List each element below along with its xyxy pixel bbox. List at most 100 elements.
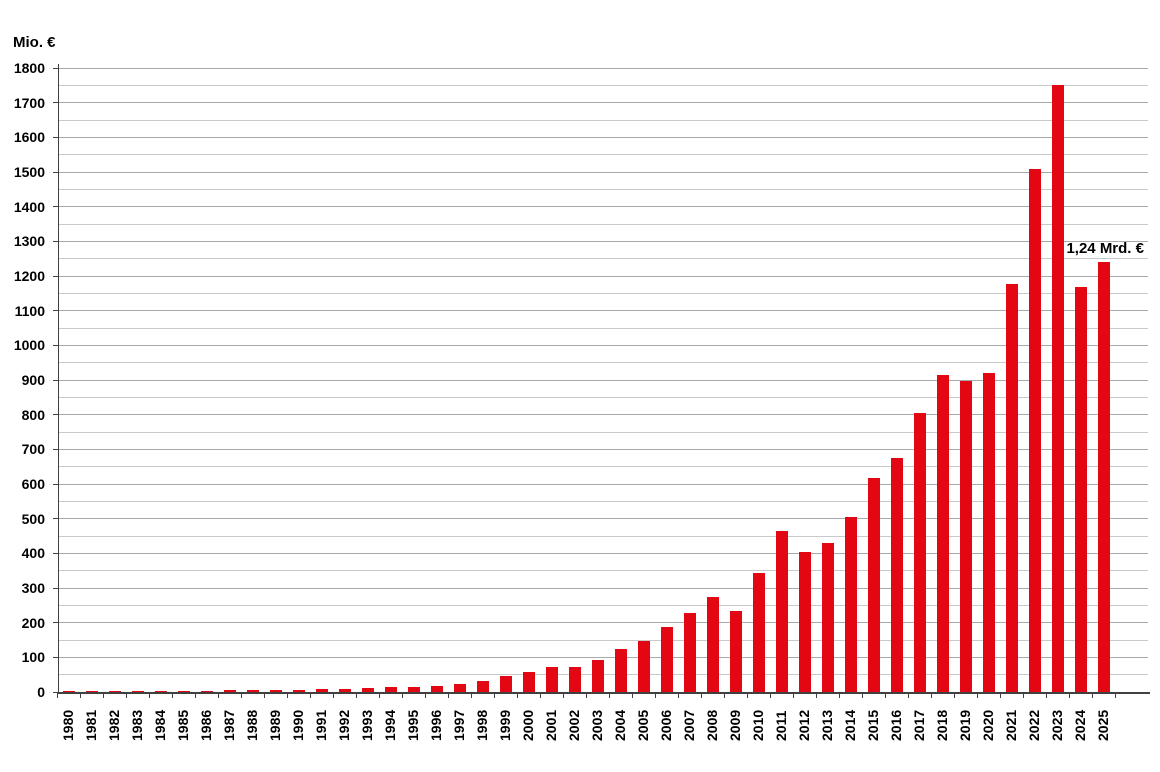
x-axis-line <box>57 692 1150 694</box>
y-axis-tick <box>53 518 58 520</box>
x-axis-tick <box>563 694 565 698</box>
y-axis-tick-label: 1000 <box>13 337 45 354</box>
y-axis-tick <box>53 448 58 450</box>
x-axis-label-1990: 1990 <box>290 709 307 741</box>
gridline-major <box>58 587 1148 589</box>
y-axis-tick <box>53 691 58 693</box>
bar-1990 <box>292 689 305 692</box>
x-axis-label-1980: 1980 <box>60 709 77 741</box>
x-axis-label-1989: 1989 <box>267 709 284 741</box>
x-axis-tick <box>80 694 82 698</box>
gridline-minor <box>58 84 1148 86</box>
x-axis-tick <box>241 694 243 698</box>
bar-1995 <box>407 686 420 692</box>
x-axis-tick <box>1046 694 1048 698</box>
x-axis-label-1995: 1995 <box>405 709 422 741</box>
bar-1987 <box>223 690 236 692</box>
x-axis-tick <box>908 694 910 698</box>
bar-2024 <box>1074 287 1087 692</box>
x-axis-label-1982: 1982 <box>106 709 123 741</box>
bar-2008 <box>706 597 719 692</box>
gridline-minor <box>58 466 1148 468</box>
x-axis-tick <box>770 694 772 698</box>
x-axis-tick <box>632 694 634 698</box>
x-axis-tick <box>425 694 427 698</box>
x-axis-tick <box>586 694 588 698</box>
x-axis-tick <box>724 694 726 698</box>
y-axis-tick <box>53 587 58 589</box>
y-axis-tick-label: 1700 <box>13 94 45 111</box>
y-axis-tick <box>53 656 58 658</box>
gridline-major <box>58 552 1148 554</box>
gridline-major <box>58 206 1148 208</box>
y-axis-tick <box>53 102 58 104</box>
gridline-major <box>58 379 1148 381</box>
x-axis-label-1988: 1988 <box>244 709 261 741</box>
x-axis-tick <box>839 694 841 698</box>
y-axis-tick-label: 1200 <box>13 268 45 284</box>
x-axis-label-1986: 1986 <box>198 709 215 741</box>
gridline-minor <box>58 431 1148 433</box>
x-axis-tick <box>609 694 611 698</box>
x-axis-label-2015: 2015 <box>865 709 882 741</box>
bar-2016 <box>890 457 903 692</box>
gridline-minor <box>58 292 1148 294</box>
bar-2011 <box>775 531 788 692</box>
gridline-minor <box>58 327 1148 329</box>
bar-1980 <box>62 691 75 692</box>
y-axis-tick-label: 1300 <box>13 233 45 250</box>
x-axis-label-1985: 1985 <box>175 709 192 741</box>
y-axis-tick-label: 500 <box>21 510 45 527</box>
x-axis-label-1991: 1991 <box>313 709 330 741</box>
bar-1997 <box>453 684 466 692</box>
y-axis-tick-label: 1800 <box>13 60 45 76</box>
y-axis-tick-label: 900 <box>21 372 45 388</box>
x-axis-tick <box>287 694 289 698</box>
gridline-major <box>58 67 1148 69</box>
gridline-major <box>58 275 1148 277</box>
bar-2022 <box>1028 168 1041 692</box>
x-axis-label-2002: 2002 <box>566 709 583 741</box>
bar-1992 <box>338 688 351 692</box>
y-axis-tick <box>53 206 58 208</box>
x-axis-label-1981: 1981 <box>83 709 100 741</box>
x-axis-tick <box>1092 694 1094 698</box>
x-axis-label-2023: 2023 <box>1049 709 1066 741</box>
x-axis-label-1983: 1983 <box>129 709 146 741</box>
gridline-minor <box>58 362 1148 364</box>
bar-2020 <box>982 373 995 692</box>
x-axis-tick <box>57 694 59 698</box>
x-axis-tick <box>954 694 956 698</box>
bar-1986 <box>200 690 213 692</box>
x-axis-tick <box>218 694 220 698</box>
gridline-major <box>58 310 1148 312</box>
bar-1988 <box>246 690 259 692</box>
bar-2018 <box>936 375 949 692</box>
x-axis-tick <box>747 694 749 698</box>
x-axis-label-1984: 1984 <box>152 709 169 741</box>
y-axis-tick <box>53 136 58 138</box>
x-axis-tick <box>1000 694 1002 698</box>
bar-2001 <box>545 667 558 692</box>
x-axis-tick <box>333 694 335 698</box>
y-axis-tick-label: 1400 <box>13 198 45 215</box>
bar-2010 <box>752 572 765 692</box>
x-axis-tick <box>655 694 657 698</box>
x-axis-tick <box>517 694 519 698</box>
gridline-minor <box>58 396 1148 398</box>
x-axis-tick <box>678 694 680 698</box>
x-axis-tick <box>471 694 473 698</box>
x-axis-tick <box>885 694 887 698</box>
bar-1985 <box>177 690 190 692</box>
x-axis-tick <box>172 694 174 698</box>
bar-2015 <box>867 478 880 692</box>
gridline-major <box>58 483 1148 485</box>
x-axis-tick <box>931 694 933 698</box>
gridline-minor <box>58 119 1148 121</box>
bar-2025 <box>1097 262 1110 692</box>
x-axis-label-2019: 2019 <box>957 709 974 741</box>
y-axis-tick <box>53 379 58 381</box>
bar-1991 <box>315 689 328 692</box>
y-axis-tick-label: 200 <box>21 614 45 631</box>
